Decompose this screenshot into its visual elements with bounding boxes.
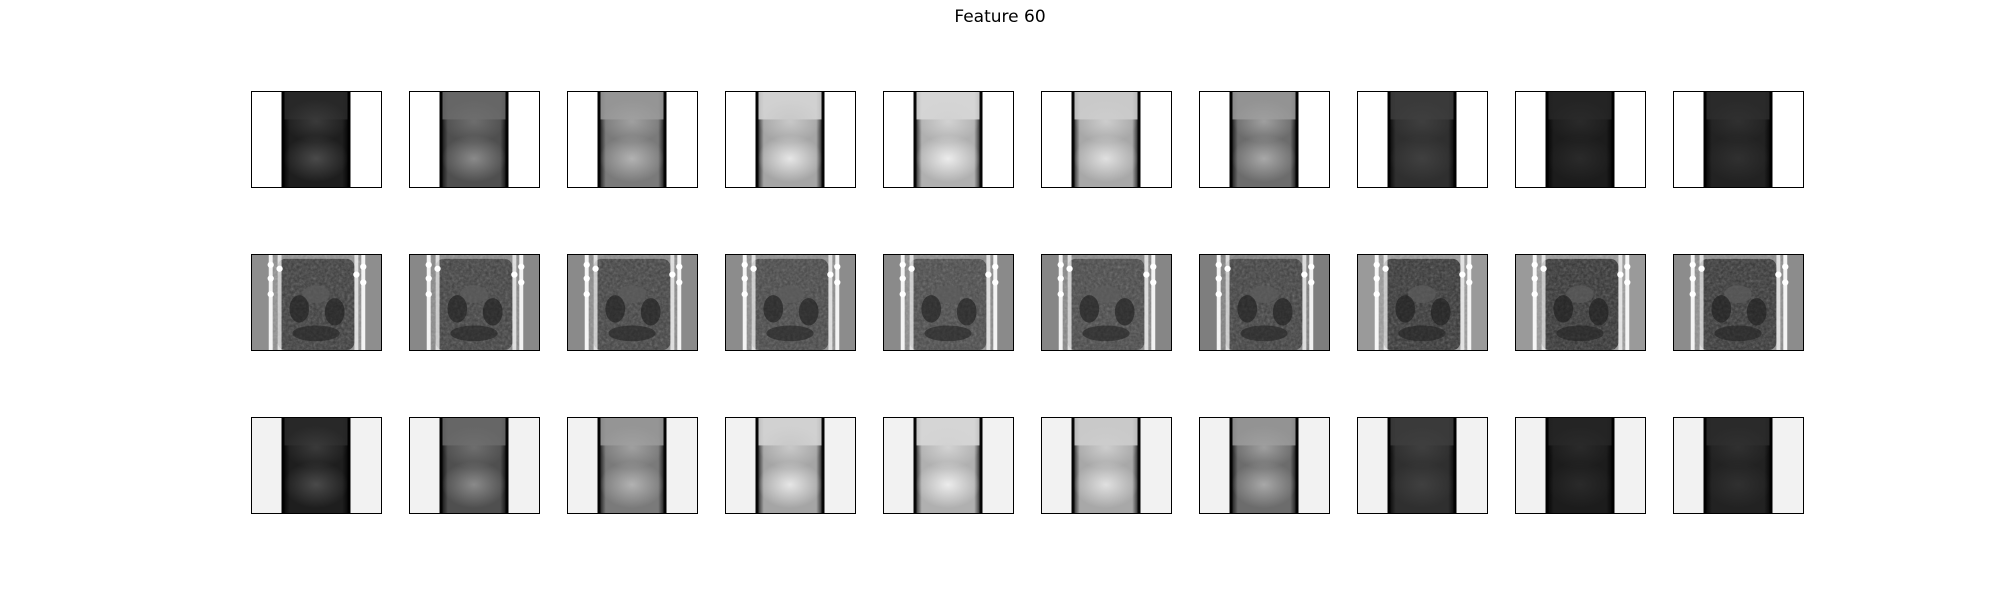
- feature-map-image: [1674, 255, 1803, 350]
- feature-map-image: [1674, 418, 1803, 513]
- feature-tile: [725, 254, 856, 351]
- feature-tile: [883, 254, 1014, 351]
- feature-map-image: [1200, 255, 1329, 350]
- feature-tile: [1357, 254, 1488, 351]
- feature-map-image: [1516, 255, 1645, 350]
- feature-tile: [1357, 91, 1488, 188]
- feature-tile: [567, 417, 698, 514]
- figure-title: Feature 60: [954, 7, 1046, 27]
- feature-map-image: [410, 418, 539, 513]
- feature-tile: [725, 417, 856, 514]
- feature-map-image: [1042, 92, 1171, 187]
- feature-tile: [1199, 417, 1330, 514]
- feature-tile: [1041, 417, 1172, 514]
- feature-map-image: [884, 255, 1013, 350]
- feature-tile: [725, 91, 856, 188]
- feature-map-image: [884, 418, 1013, 513]
- feature-map-image: [884, 92, 1013, 187]
- feature-map-image: [410, 92, 539, 187]
- feature-tile: [1673, 254, 1804, 351]
- feature-map-image: [1200, 418, 1329, 513]
- feature-map-image: [1200, 92, 1329, 187]
- feature-map-image: [1674, 92, 1803, 187]
- feature-map-image: [726, 255, 855, 350]
- feature-map-image: [726, 92, 855, 187]
- feature-tile: [409, 417, 540, 514]
- feature-tile: [251, 417, 382, 514]
- feature-tile: [409, 254, 540, 351]
- feature-tile: [1673, 91, 1804, 188]
- feature-tile: [1041, 254, 1172, 351]
- feature-tile: [1199, 254, 1330, 351]
- feature-tile: [567, 91, 698, 188]
- feature-tile: [1515, 91, 1646, 188]
- feature-map-image: [726, 418, 855, 513]
- feature-tile: [251, 254, 382, 351]
- feature-tile: [1515, 254, 1646, 351]
- feature-tile: [409, 91, 540, 188]
- feature-tile: [251, 91, 382, 188]
- feature-map-image: [252, 418, 381, 513]
- feature-map-image: [568, 418, 697, 513]
- feature-map-image: [1042, 255, 1171, 350]
- feature-tile: [883, 91, 1014, 188]
- feature-map-image: [1358, 92, 1487, 187]
- feature-map-image: [1516, 92, 1645, 187]
- feature-map-image: [252, 255, 381, 350]
- feature-map-image: [1358, 255, 1487, 350]
- feature-map-image: [1042, 418, 1171, 513]
- feature-map-image: [1516, 418, 1645, 513]
- feature-tile: [1673, 417, 1804, 514]
- feature-tile: [883, 417, 1014, 514]
- feature-map-image: [410, 255, 539, 350]
- feature-map-image: [1358, 418, 1487, 513]
- feature-tile: [567, 254, 698, 351]
- feature-map-image: [568, 255, 697, 350]
- feature-tile: [1515, 417, 1646, 514]
- feature-tile: [1199, 91, 1330, 188]
- feature-map-image: [252, 92, 381, 187]
- feature-map-image: [568, 92, 697, 187]
- feature-tile: [1041, 91, 1172, 188]
- feature-tile: [1357, 417, 1488, 514]
